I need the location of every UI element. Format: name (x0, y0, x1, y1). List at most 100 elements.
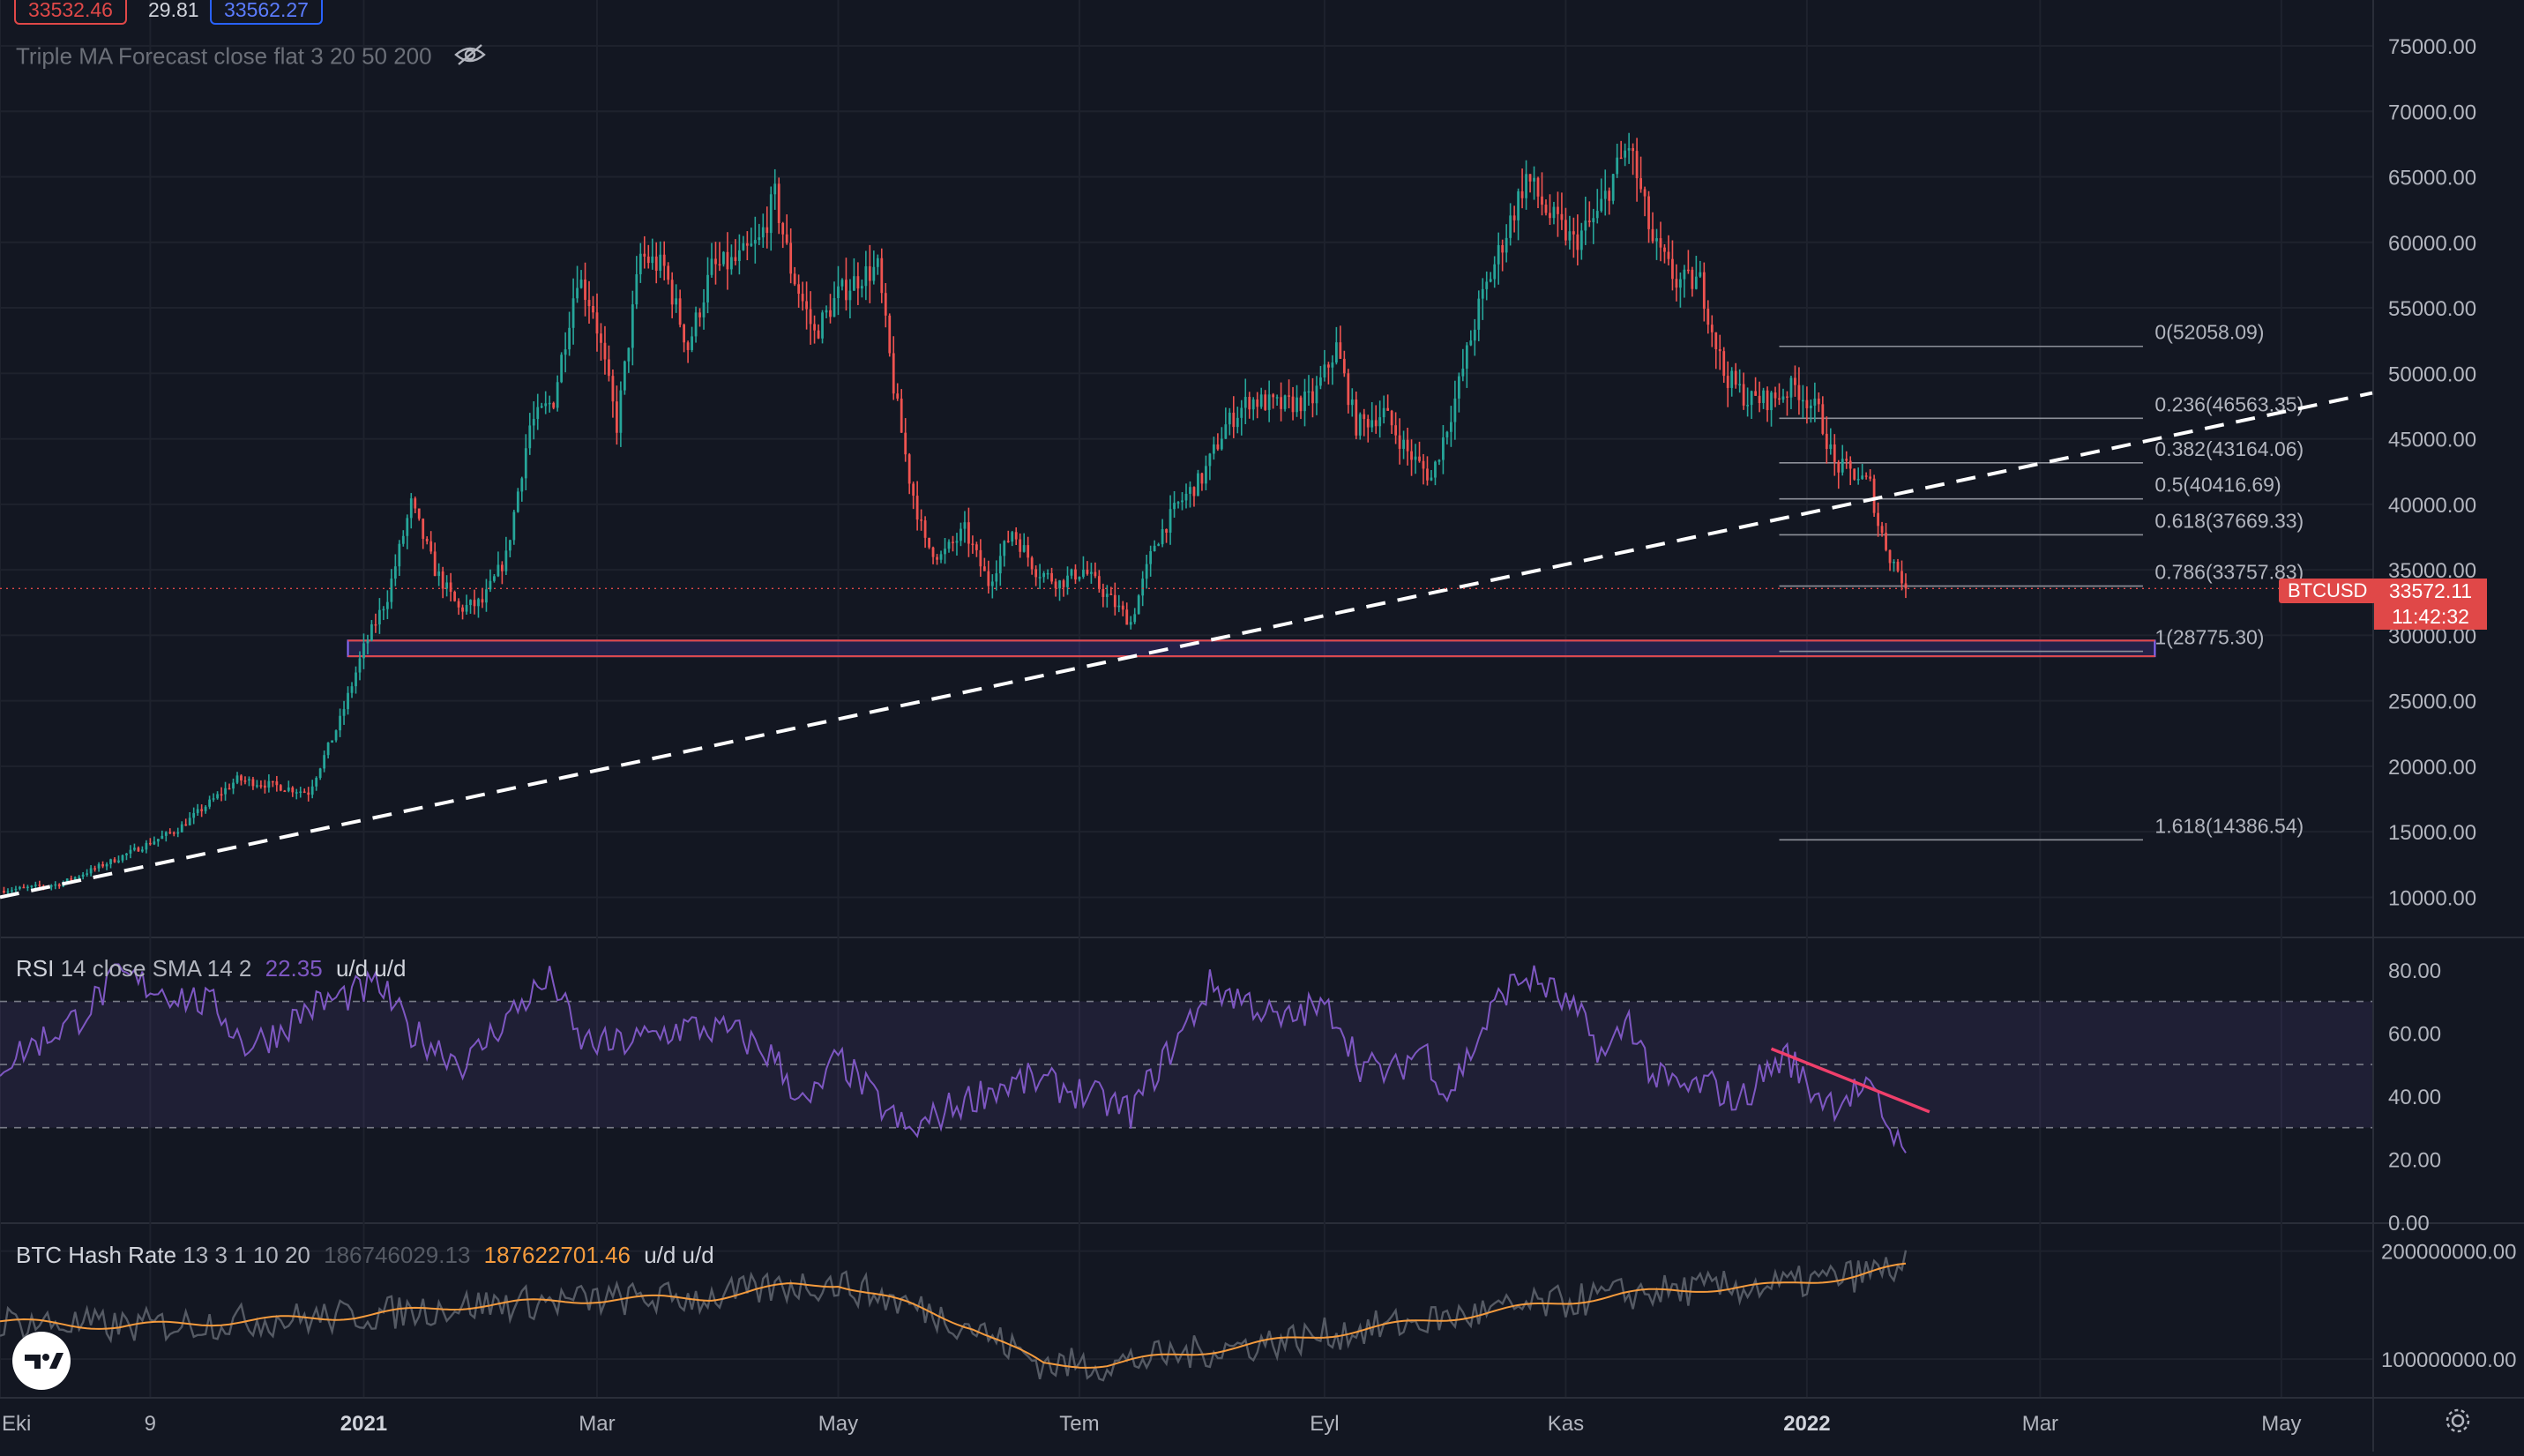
candle-body (109, 859, 112, 864)
candle-body (1066, 575, 1069, 587)
candle-body (785, 234, 788, 243)
rsi-trendline (1770, 1047, 1930, 1114)
candle-body (1699, 272, 1702, 277)
eye-hidden-icon[interactable] (454, 42, 486, 73)
candle-body (105, 863, 108, 867)
candle-body (1856, 479, 1860, 481)
price-axis-tick-label: 50000.00 (2388, 362, 2476, 386)
candle-body (1576, 234, 1579, 250)
candle-body (1240, 407, 1243, 418)
candle-body (1228, 412, 1231, 425)
candle-body (1248, 397, 1251, 410)
candle-body (192, 812, 196, 818)
candle-body (528, 425, 532, 449)
tradingview-logo[interactable] (12, 1332, 71, 1390)
candle-body (378, 609, 381, 625)
fib-level-label: 1(28775.30) (2154, 626, 2264, 649)
candle-body (853, 276, 855, 291)
candle-body (1904, 583, 1908, 589)
candle-body (1280, 397, 1282, 409)
hash-legend[interactable]: BTC Hash Rate 13 3 1 10 20 186746029.13 … (16, 1242, 714, 1269)
candle-body (1275, 397, 1279, 399)
indicator-legend[interactable]: Triple MA Forecast close flat 3 20 50 20… (16, 42, 486, 73)
candle-body (208, 799, 212, 807)
settings-gear-icon[interactable] (2443, 1406, 2473, 1436)
candle-body (1619, 157, 1623, 160)
candle-body (1323, 364, 1326, 378)
candle-body (1014, 532, 1018, 540)
candle-body (1774, 392, 1777, 399)
candle-body (326, 743, 330, 756)
candle-body (659, 254, 662, 271)
candle-body (339, 715, 341, 731)
price-axis-separator (2372, 0, 2374, 1452)
candle-body (963, 522, 967, 529)
candle-body (481, 599, 484, 603)
candle-body (765, 227, 769, 234)
candle-body (453, 592, 456, 601)
fib-level-label: 0.382(43164.06) (2154, 437, 2304, 460)
candle-body (1595, 211, 1599, 219)
candle-body (1161, 529, 1164, 545)
candle-body (1165, 529, 1168, 534)
candle-body (773, 183, 777, 195)
candle-body (196, 809, 199, 813)
candle-body (710, 258, 713, 275)
rsi-axis-tick-label: 40.00 (2388, 1086, 2441, 1109)
candle-body (1809, 405, 1812, 408)
candle-body (520, 478, 524, 492)
candle-body (30, 885, 34, 887)
last-price-value-box: 33572.11 11:42:32 (2374, 579, 2487, 630)
price-axis-tick-label: 75000.00 (2388, 35, 2476, 59)
candle-body (1042, 572, 1045, 578)
candle-body (638, 253, 642, 275)
support-zone (347, 639, 2156, 658)
candle-body (635, 274, 638, 305)
candle-body (1564, 220, 1567, 241)
candle-body (662, 254, 666, 266)
candle-body (1766, 390, 1769, 411)
candle-body (730, 257, 733, 270)
candle-body (1319, 377, 1322, 386)
candle-body (81, 874, 85, 877)
candle-body (1837, 461, 1841, 473)
candle-body (579, 279, 583, 288)
candle-body (54, 884, 57, 886)
candle-body (1781, 396, 1785, 400)
rsi-legend[interactable]: RSI 14 close SMA 14 2 22.35 u/d u/d (16, 955, 406, 982)
candle-body (334, 730, 338, 741)
candle-body (1398, 435, 1401, 449)
candle-body (1896, 561, 1900, 571)
hash-params: 13 3 1 10 20 (183, 1242, 310, 1268)
candle-body (678, 298, 682, 325)
candle-body (544, 403, 548, 407)
hash-rate-ma-line (0, 1262, 1907, 1369)
candle-body (89, 868, 93, 874)
candle-body (1734, 370, 1737, 385)
candle-body (651, 256, 654, 264)
candle-body (884, 293, 887, 316)
candle-body (1410, 451, 1413, 460)
candle-body (1437, 459, 1441, 462)
candle-body (232, 782, 235, 789)
candle-body (1794, 377, 1796, 385)
candle-body (742, 243, 745, 250)
candle-body (1259, 394, 1263, 407)
hash-rate-line (0, 1250, 1908, 1382)
candle-body (1611, 174, 1615, 201)
candle-body (1256, 399, 1259, 407)
candle-body (497, 564, 500, 577)
candle-body (1176, 502, 1180, 504)
price-axis-tick-label: 25000.00 (2388, 691, 2476, 714)
candle-body (1157, 544, 1161, 546)
candle-body (1533, 177, 1535, 182)
hash-value-1: 186746029.13 (324, 1242, 471, 1268)
candle-body (70, 878, 73, 880)
candle-body (1453, 398, 1457, 422)
candle-body (1315, 385, 1318, 404)
candle-body (6, 891, 10, 893)
candle-body (489, 580, 492, 590)
candle-body (1754, 391, 1757, 396)
